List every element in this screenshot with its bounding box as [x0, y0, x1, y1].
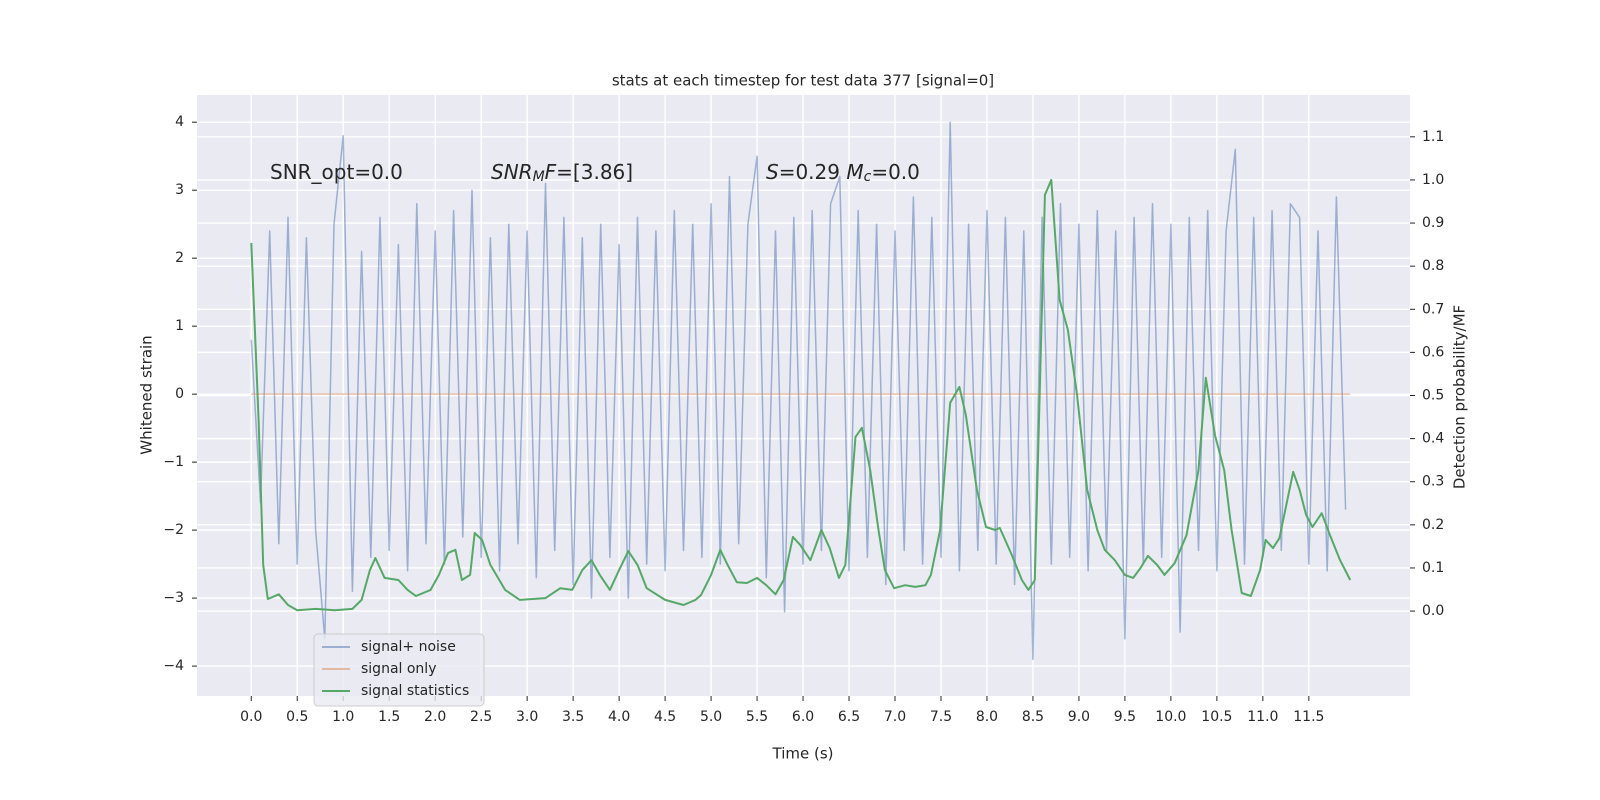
y-tick-label: 3: [175, 182, 184, 198]
y2-tick-label: 0.1: [1422, 560, 1444, 576]
y2-tick-label: 1.0: [1422, 172, 1444, 188]
legend-label: signal only: [361, 661, 436, 677]
x-tick-label: 8.5: [1022, 709, 1044, 725]
annotation-part: M: [533, 169, 545, 185]
x-tick-label: 2.5: [470, 709, 492, 725]
x-tick-label: 10.5: [1201, 709, 1232, 725]
annotation: SNRMF=[3.86]: [491, 160, 633, 185]
x-tick-label: 5.0: [700, 709, 722, 725]
x-tick-label: 4.0: [608, 709, 630, 725]
y2-tick-label: 0.7: [1422, 301, 1444, 317]
x-tick-label: 5.5: [746, 709, 768, 725]
chart-title: stats at each timestep for test data 377…: [612, 72, 994, 90]
series-line: [250, 178, 1352, 612]
annotation-part: =[3.86]: [556, 160, 633, 184]
x-tick-label: 0.0: [240, 709, 262, 725]
x-tick-label: 3.5: [562, 709, 584, 725]
x-axis-label: Time (s): [772, 745, 834, 763]
y2-tick-label: 0.3: [1422, 474, 1444, 490]
y-tick-label: −1: [163, 454, 184, 470]
annotation-part: SNR: [491, 160, 533, 184]
legend-box: [313, 633, 485, 707]
y-axis-label: Whitened strain: [138, 335, 156, 454]
y2-tick-label: 0.6: [1422, 344, 1444, 360]
legend-label: signal statistics: [361, 683, 469, 699]
x-tick-label: 1.0: [332, 709, 354, 725]
y-tick-label: 4: [175, 114, 184, 130]
x-tick-label: 7.5: [930, 709, 952, 725]
x-tick-label: 4.5: [654, 709, 676, 725]
legend-label: signal+ noise: [361, 639, 456, 655]
y-tick-label: −2: [163, 522, 184, 538]
x-tick-label: 2.0: [424, 709, 446, 725]
labels: 0.0 0.5 1.0 1.5 2.0 2.5 3.0 3.5 4.0 4.5 5.0 5.5 6.0 6…: [163, 114, 1444, 725]
y2-tick-label: 0.2: [1422, 517, 1444, 533]
annotation: S=0.29 Mc=0.0: [766, 160, 920, 185]
y2-tick-label: 1.1: [1422, 129, 1444, 145]
annotation-part: =0.0: [871, 160, 920, 184]
y2-tick-label: 0.8: [1422, 258, 1444, 274]
x-tick-label: 0.5: [286, 709, 308, 725]
y-tick-label: 0: [175, 386, 184, 402]
x-tick-label: 7.0: [884, 709, 906, 725]
x-tick-label: 10.0: [1155, 709, 1186, 725]
y-tick-label: 1: [175, 318, 184, 334]
annotation-part: SNR_opt=0.0: [270, 160, 403, 184]
x-tick-label: 1.5: [378, 709, 400, 725]
annotation-part: =0.29: [779, 160, 847, 184]
annotation-part: c: [864, 169, 872, 185]
x-tick-label: 3.0: [516, 709, 538, 725]
annotation: SNR_opt=0.0: [270, 160, 403, 184]
y2-tick-label: 0.0: [1422, 603, 1444, 619]
annotation-part: M: [846, 160, 863, 184]
x-tick-label: 6.5: [838, 709, 860, 725]
y-tick-label: 2: [175, 250, 184, 266]
x-tick-label: 11.5: [1293, 709, 1324, 725]
x-tick-label: 8.0: [976, 709, 998, 725]
annotation-part: F: [545, 160, 557, 184]
y2-tick-label: 0.4: [1422, 431, 1444, 447]
x-tick-label: 9.5: [1114, 709, 1136, 725]
x-tick-label: 9.0: [1068, 709, 1090, 725]
x-tick-label: 11.0: [1247, 709, 1278, 725]
marks: [250, 121, 1352, 661]
series-line: [250, 121, 1347, 661]
annotation-part: S: [766, 160, 779, 184]
x-tick-label: 6.0: [792, 709, 814, 725]
y2-axis-label: Detection probability/MF: [1451, 305, 1469, 489]
y-tick-label: −3: [163, 590, 184, 606]
y2-tick-label: 0.9: [1422, 215, 1444, 231]
y-tick-label: −4: [163, 658, 184, 674]
y2-tick-label: 0.5: [1422, 388, 1444, 404]
